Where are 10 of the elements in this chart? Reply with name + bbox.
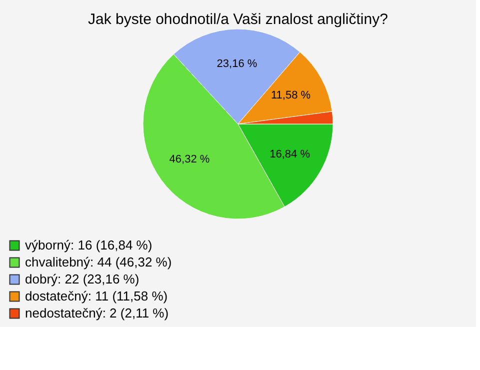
legend-label: chvalitebný: 44 (46,32 %) — [25, 254, 172, 270]
data-label: 11,58 % — [270, 89, 311, 102]
legend-label: dostatečný: 11 (11,58 %) — [25, 288, 168, 304]
legend-label: dobrý: 22 (23,16 %) — [25, 272, 140, 286]
data-label: 16,84 % — [270, 148, 310, 160]
data-label: 23,16 % — [216, 58, 258, 70]
legend-label: nedostatečný: 2 (2,11 %) — [25, 306, 169, 320]
chart-title: Jak byste ohodnotil/a Vaši znalost angličtiny? — [88, 11, 388, 28]
legend-label: výborný: 16 (16,84 %) — [25, 238, 152, 252]
data-label: 46,32 % — [169, 153, 210, 166]
